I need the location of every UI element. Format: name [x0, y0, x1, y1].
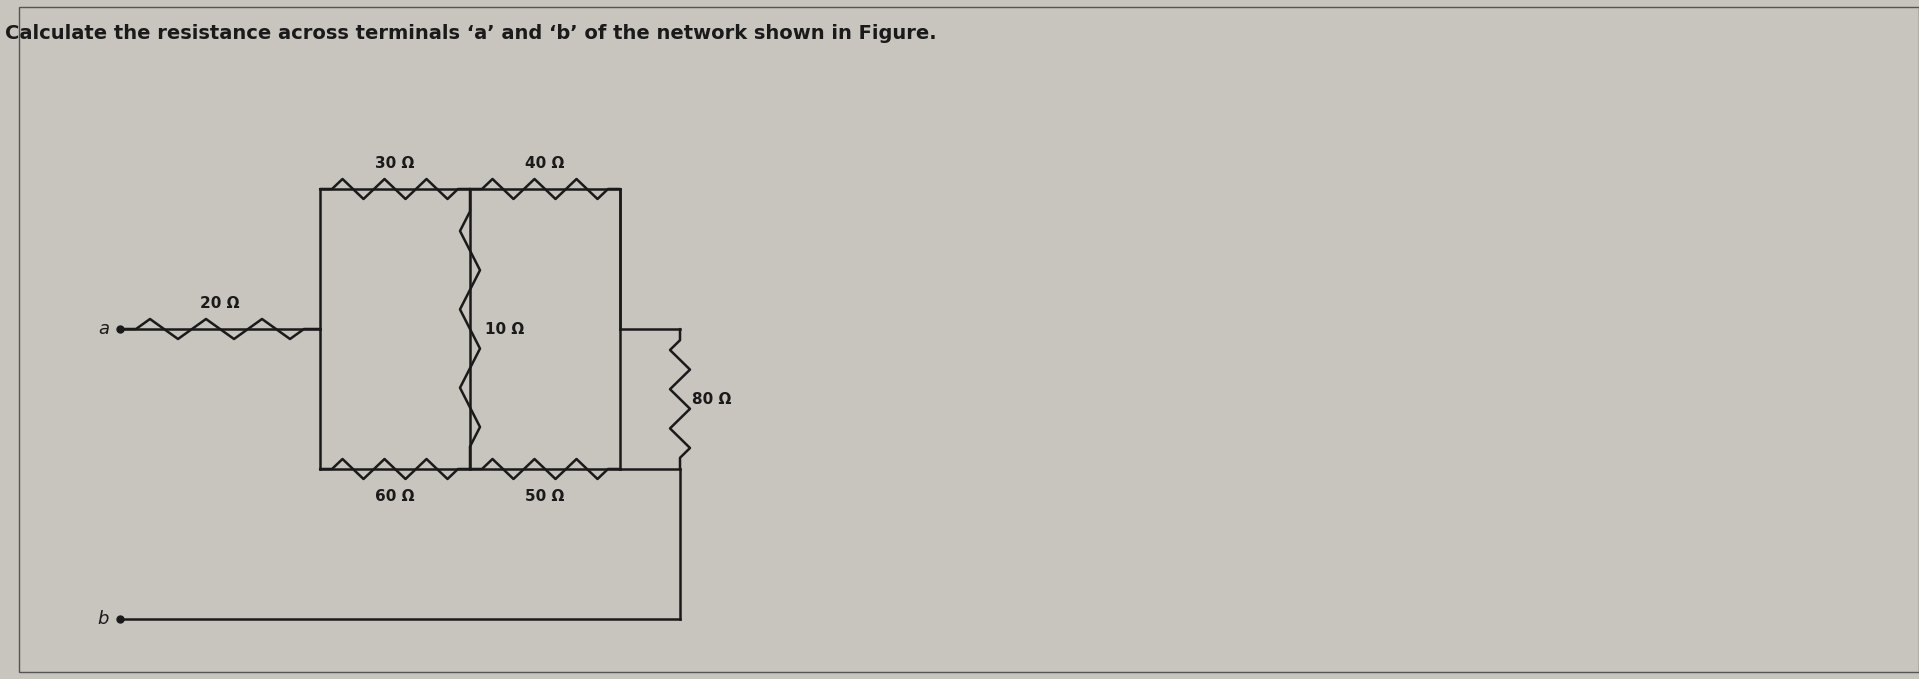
Text: Calculate the resistance across terminals ‘a’ and ‘b’ of the network shown in Fi: Calculate the resistance across terminal…: [6, 24, 936, 43]
Text: 20 Ω: 20 Ω: [200, 296, 240, 311]
Text: $a$: $a$: [98, 320, 109, 338]
Text: 50 Ω: 50 Ω: [526, 489, 564, 504]
Text: 10 Ω: 10 Ω: [486, 321, 524, 337]
Text: $b$: $b$: [98, 610, 109, 628]
Text: 40 Ω: 40 Ω: [526, 156, 564, 171]
Text: 80 Ω: 80 Ω: [693, 392, 731, 407]
Text: 30 Ω: 30 Ω: [376, 156, 415, 171]
Text: 60 Ω: 60 Ω: [376, 489, 415, 504]
